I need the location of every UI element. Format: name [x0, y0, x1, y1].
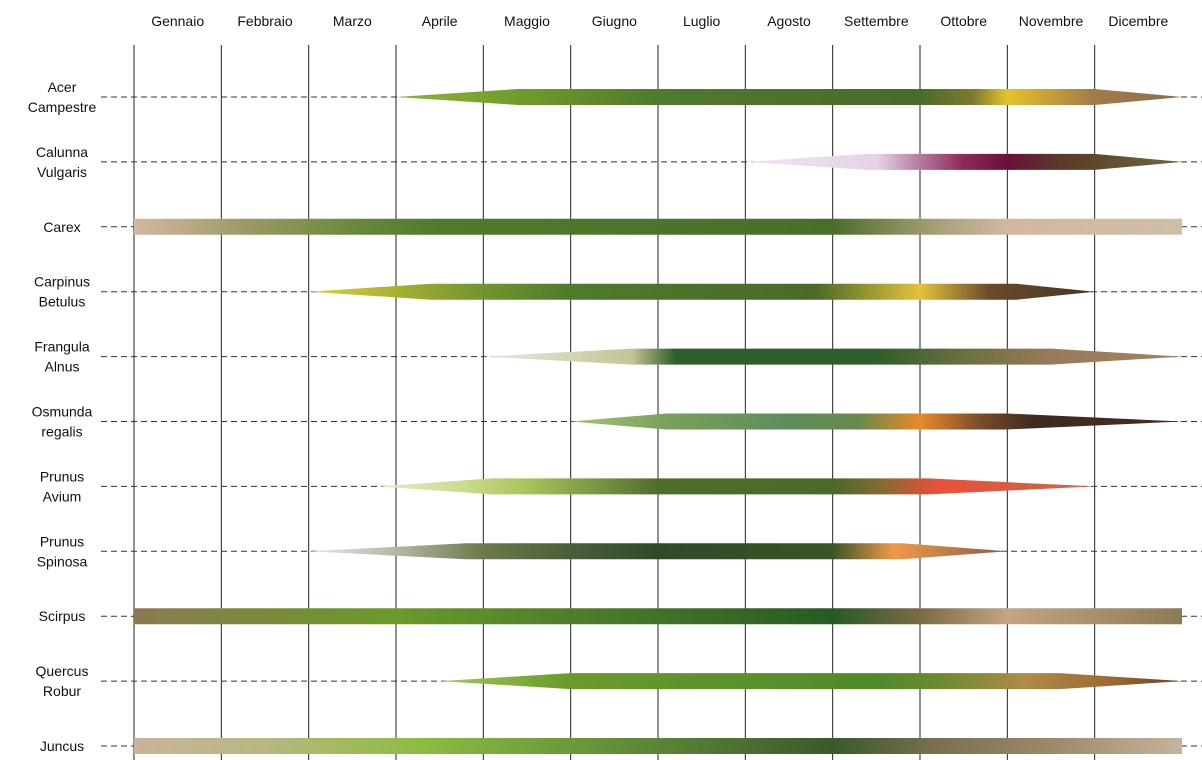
- species-label: Alnus: [44, 359, 79, 375]
- species-bar: [134, 738, 1182, 754]
- species-label: Quercus: [36, 663, 89, 679]
- species-label: regalis: [41, 424, 82, 440]
- species-rows: Acer Campestre Calunna Vulgaris Carex Carpinu…: [28, 79, 1202, 754]
- month-label: Novembre: [1019, 13, 1084, 29]
- month-label: Agosto: [767, 13, 811, 29]
- species-label: Acer: [48, 79, 77, 95]
- species-row: Frangula Alnus: [34, 339, 1202, 375]
- species-bar: [570, 413, 1182, 430]
- species-label: Campestre: [28, 99, 97, 115]
- month-labels: Gennaio Febbraio Marzo Aprile Maggio Giugno Lu…: [151, 13, 1168, 29]
- species-bar: [134, 608, 1182, 625]
- species-row: Scirpus: [39, 608, 1202, 625]
- month-label: Gennaio: [151, 13, 204, 29]
- species-row: Prunus Spinosa: [37, 533, 1202, 569]
- species-row: Osmunda regalis: [32, 404, 1202, 440]
- species-label: Betulus: [39, 294, 86, 310]
- species-bar: [439, 673, 1183, 690]
- species-bar: [396, 89, 1182, 105]
- species-row: Calunna Vulgaris: [36, 144, 1202, 180]
- species-label: Prunus: [40, 533, 84, 549]
- species-bar: [308, 283, 1095, 300]
- month-label: Giugno: [592, 13, 637, 29]
- species-label: Carpinus: [34, 274, 90, 290]
- species-bar: [134, 218, 1182, 235]
- species-label: Calunna: [36, 144, 88, 160]
- month-label: Maggio: [504, 13, 550, 29]
- species-row: Prunus Avium: [40, 468, 1202, 504]
- species-label: Osmunda: [32, 404, 93, 420]
- month-label: Ottobre: [940, 13, 987, 29]
- species-label: Prunus: [40, 468, 84, 484]
- month-label: Febbraio: [237, 13, 292, 29]
- month-label: Aprile: [422, 13, 458, 29]
- species-bar: [378, 478, 1095, 495]
- species-label: Carex: [43, 219, 80, 235]
- species-row: Juncus: [40, 738, 1202, 754]
- species-label: Avium: [43, 488, 82, 504]
- species-label: Vulgaris: [37, 164, 87, 180]
- species-label: Robur: [43, 683, 81, 699]
- species-bar: [483, 348, 1182, 365]
- species-bar: [745, 153, 1182, 170]
- month-label: Dicembre: [1108, 13, 1168, 29]
- species-bar: [308, 543, 1008, 560]
- month-label: Luglio: [683, 13, 721, 29]
- month-label: Marzo: [333, 13, 372, 29]
- species-label: Spinosa: [37, 553, 88, 569]
- species-row: Carex: [43, 218, 1202, 235]
- species-label: Juncus: [40, 738, 84, 754]
- species-label: Scirpus: [39, 608, 86, 624]
- month-label: Settembre: [844, 13, 909, 29]
- month-gridlines: [133, 45, 1096, 760]
- species-row: Quercus Robur: [36, 663, 1202, 699]
- species-row: Carpinus Betulus: [34, 274, 1202, 310]
- species-row: Acer Campestre: [28, 79, 1202, 115]
- species-label: Frangula: [34, 339, 89, 355]
